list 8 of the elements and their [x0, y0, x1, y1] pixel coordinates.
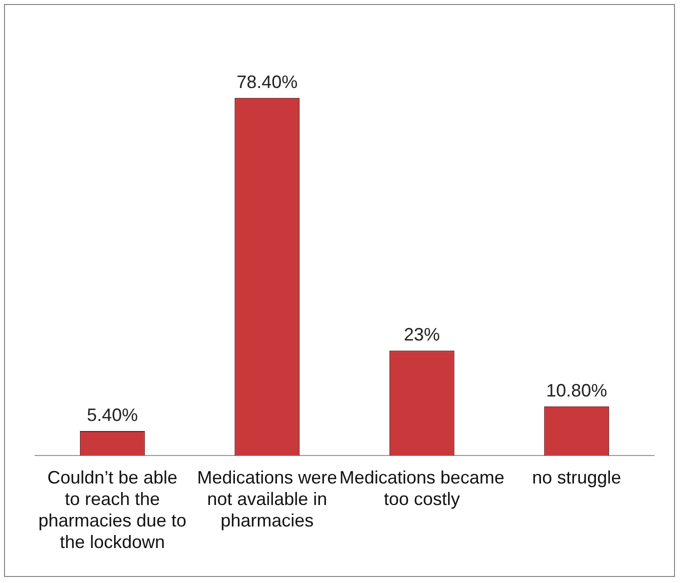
- x-tick-label: Medications were not available in pharmacies: [197, 467, 338, 531]
- x-tick-label: Medications became too costly: [339, 467, 504, 509]
- x-tick-label: Couldn’t be able to reach the pharmacies due to the lockdown: [38, 467, 186, 552]
- x-tick-label: no struggle: [532, 467, 622, 488]
- data-label: 5.40%: [86, 404, 138, 425]
- data-label: 78.40%: [236, 72, 298, 92]
- data-label: 23%: [404, 324, 440, 345]
- data-label: 10.80%: [546, 380, 608, 400]
